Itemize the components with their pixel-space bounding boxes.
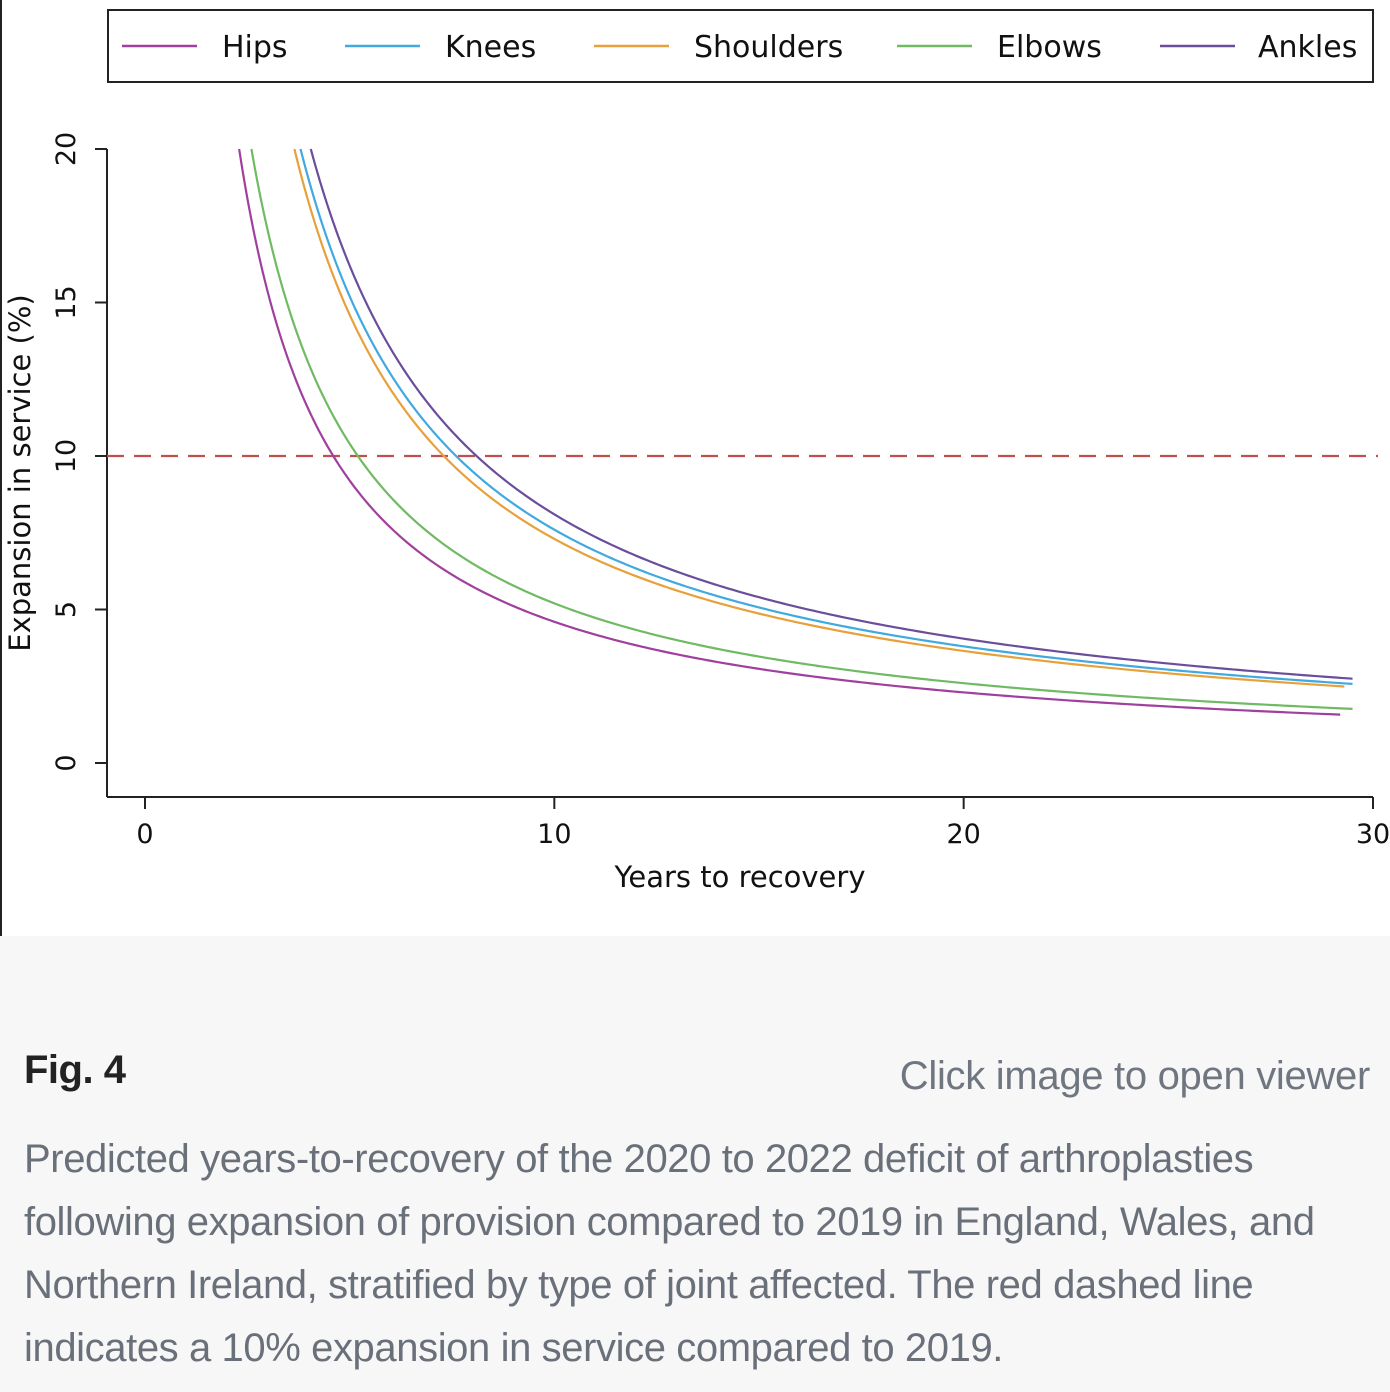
axes: 0 5 10 15 20 0 10 20 30 Years to recovery Expansio… xyxy=(3,132,1390,894)
series-line-shoulders xyxy=(293,148,1345,688)
series-lines xyxy=(107,148,1378,716)
y-tick-label-5: 5 xyxy=(51,601,82,618)
series-line-knees xyxy=(299,148,1353,686)
legend: Hips Knees Shoulders Elbows Ankles xyxy=(107,9,1374,83)
x-axis-label: Years to recovery xyxy=(614,860,866,894)
series-line-elbows xyxy=(250,148,1353,710)
x-tick-label-10: 10 xyxy=(537,819,571,850)
y-axis-label: Expansion in service (%) xyxy=(3,294,37,652)
series-line-hips xyxy=(238,148,1341,716)
x-tick-label-20: 20 xyxy=(946,819,980,850)
image-left-border xyxy=(0,0,2,936)
caption-panel: Fig. 4 Click image to open viewer Predic… xyxy=(0,936,1390,1392)
legend-label-elbows: Elbows xyxy=(997,30,1102,65)
y-tick-label-10: 10 xyxy=(51,439,82,473)
y-tick-label-20: 20 xyxy=(51,132,82,166)
legend-box xyxy=(107,9,1374,83)
series-line-ankles xyxy=(309,148,1353,680)
figure-caption: Predicted years-to-recovery of the 2020 … xyxy=(24,1137,1315,1370)
chart: Hips Knees Shoulders Elbows Ankles 051015200… xyxy=(3,9,1390,894)
x-tick-label-0: 0 xyxy=(136,819,153,850)
figure-image[interactable]: Hips Knees Shoulders Elbows Ankles 0 5 10 15 20 0… xyxy=(0,0,1390,936)
legend-label-knees: Knees xyxy=(445,30,536,65)
legend-label-hips: Hips xyxy=(222,30,288,65)
y-tick-label-0: 0 xyxy=(51,754,82,771)
legend-label-shoulders: Shoulders xyxy=(694,30,843,65)
y-tick-label-15: 15 xyxy=(51,285,82,319)
x-tick-label-30: 30 xyxy=(1356,819,1390,850)
open-viewer-link[interactable]: Click image to open viewer xyxy=(899,1054,1371,1098)
legend-label-ankles: Ankles xyxy=(1258,30,1357,65)
figure-label: Fig. 4 xyxy=(24,1048,126,1092)
